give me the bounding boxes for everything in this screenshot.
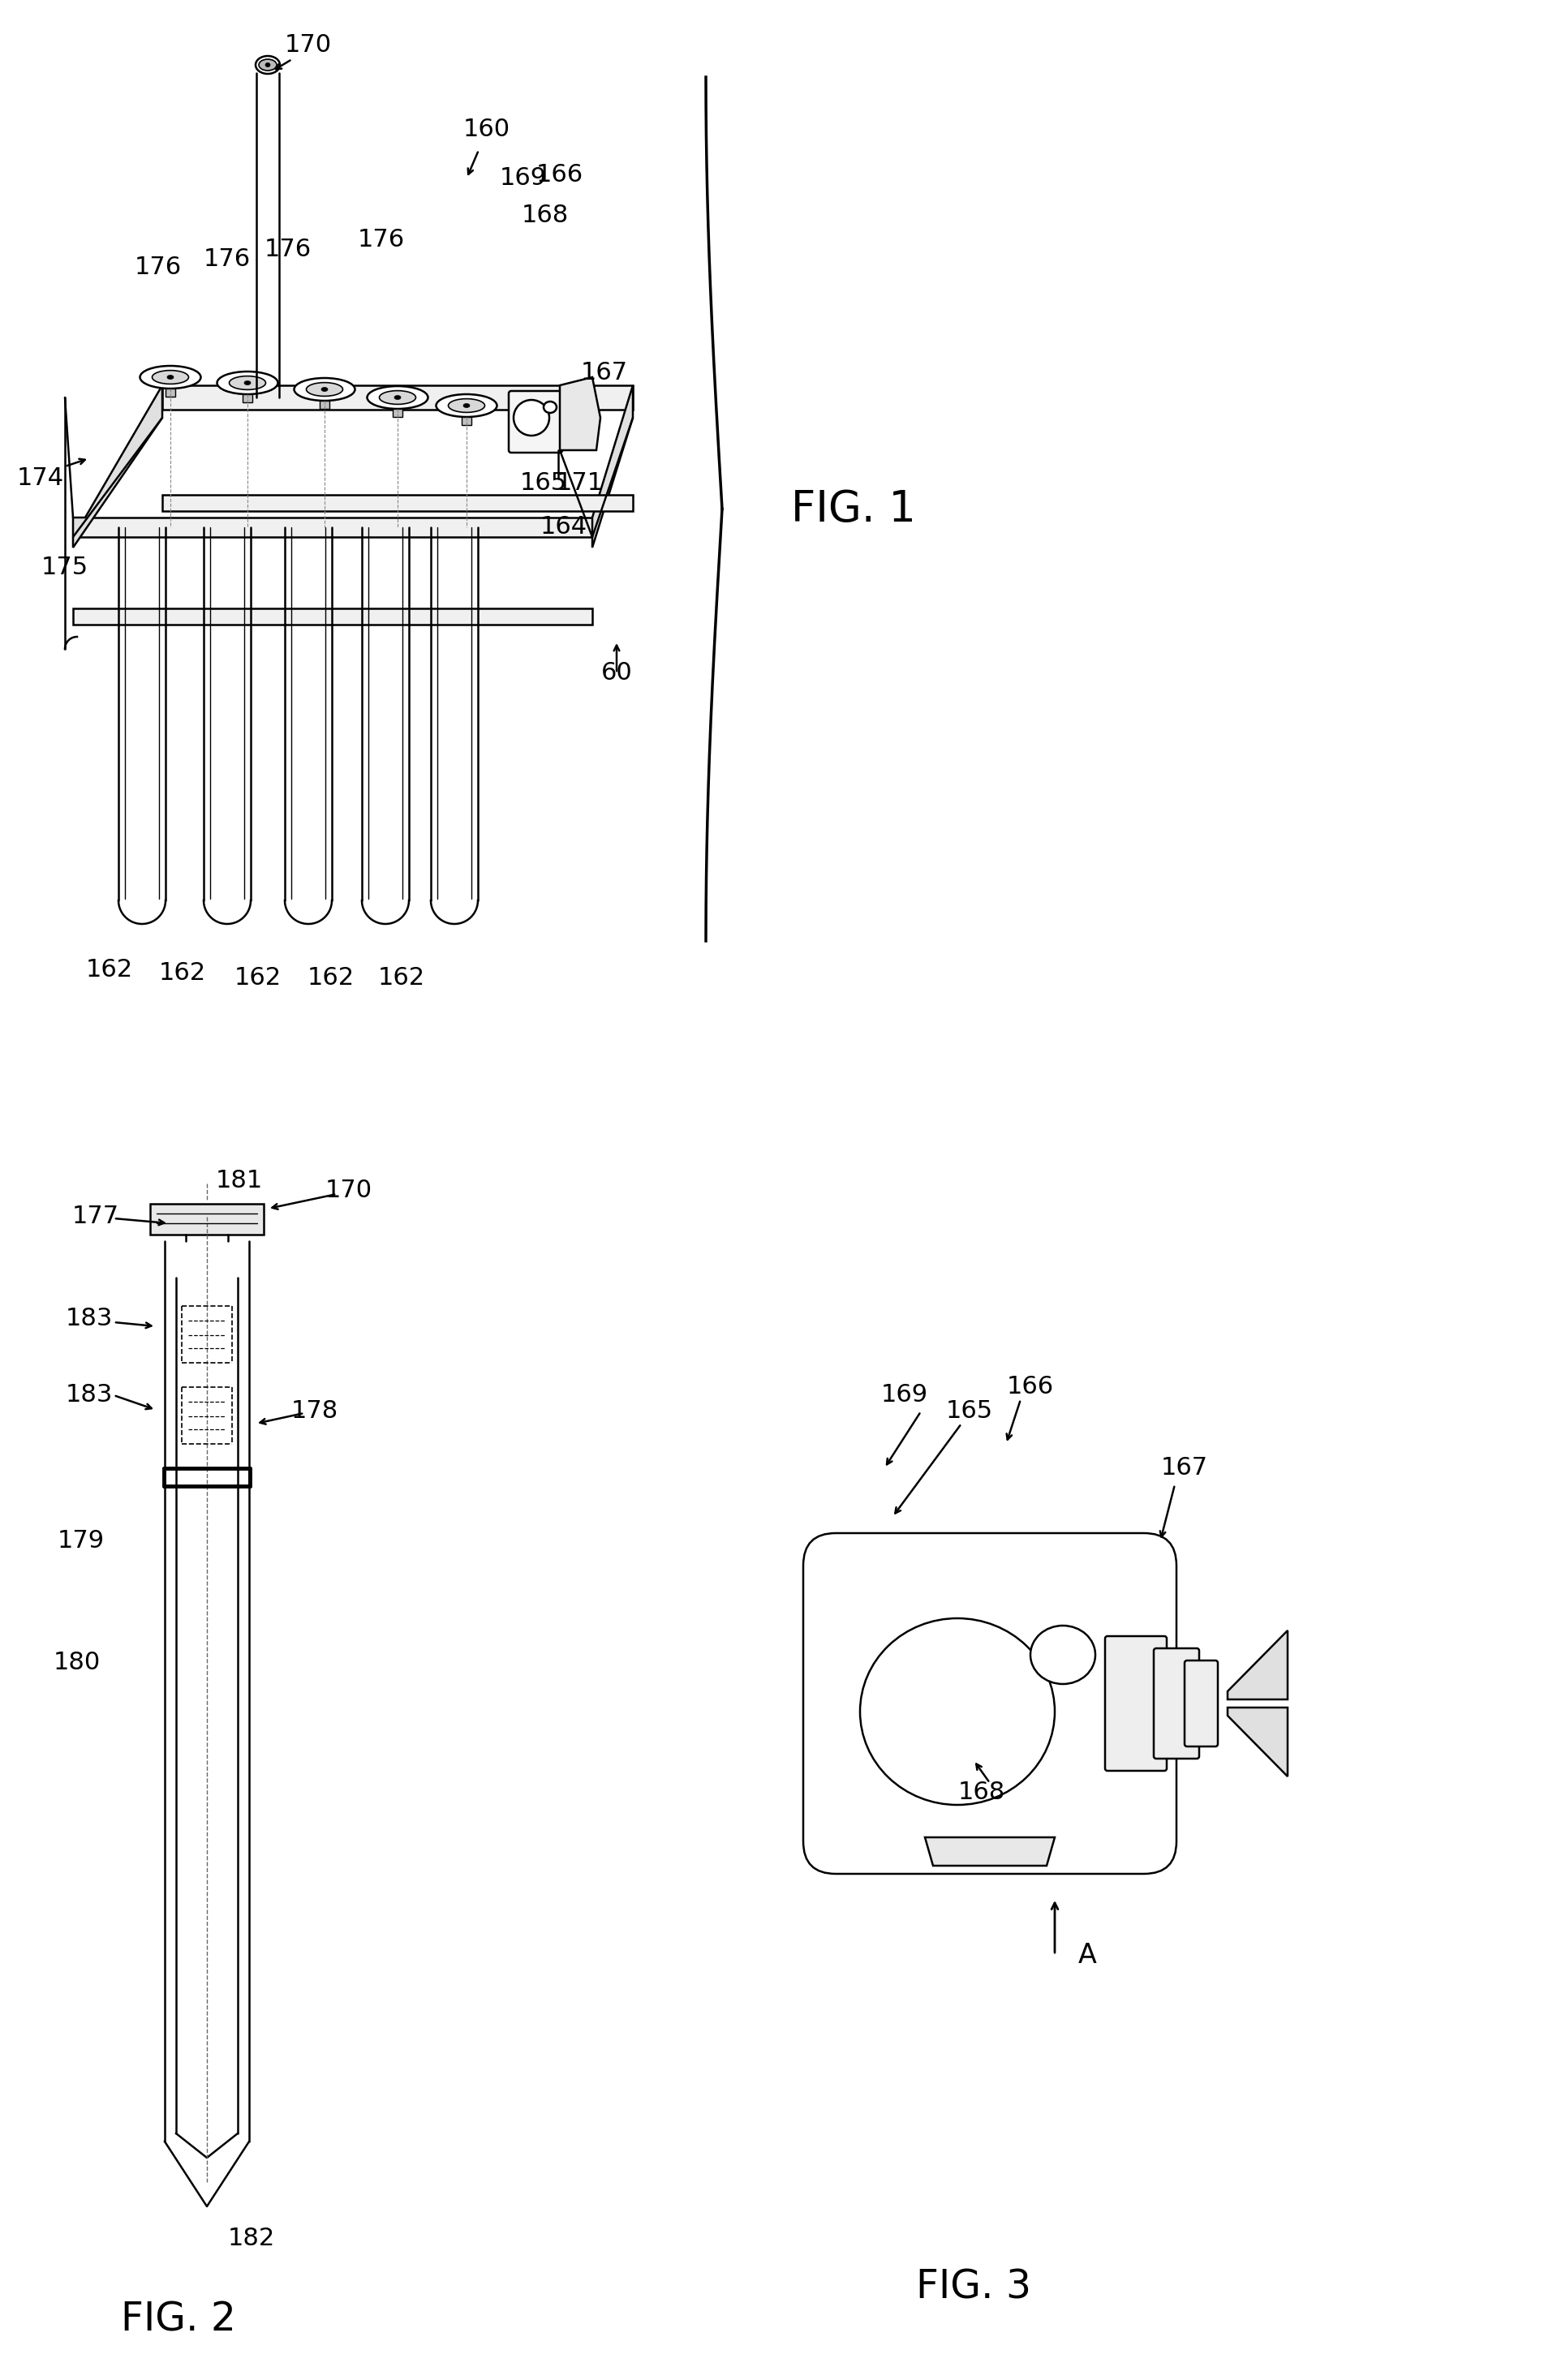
Ellipse shape	[167, 376, 173, 378]
Ellipse shape	[321, 388, 327, 390]
Text: 182: 182	[229, 2228, 275, 2251]
Text: 176: 176	[204, 248, 250, 271]
FancyBboxPatch shape	[1106, 1635, 1167, 1771]
Text: 160: 160	[463, 119, 511, 140]
Text: 170: 170	[284, 33, 332, 57]
Ellipse shape	[448, 400, 485, 412]
Text: 174: 174	[17, 466, 65, 490]
Ellipse shape	[244, 381, 250, 386]
Bar	[320, 400, 329, 409]
Ellipse shape	[293, 378, 355, 400]
Ellipse shape	[860, 1618, 1055, 1804]
Ellipse shape	[367, 386, 428, 409]
Text: 183: 183	[65, 1383, 113, 1407]
Text: A: A	[1078, 1942, 1096, 1968]
FancyBboxPatch shape	[1153, 1649, 1200, 1759]
Text: 162: 162	[378, 966, 425, 990]
Text: 177: 177	[73, 1204, 119, 1228]
Text: FIG. 2: FIG. 2	[120, 2301, 236, 2340]
Text: 162: 162	[307, 966, 355, 990]
Text: 181: 181	[216, 1169, 262, 1192]
Text: 164: 164	[540, 516, 587, 538]
Text: 167: 167	[581, 362, 628, 386]
Text: 168: 168	[522, 202, 568, 226]
Text: 176: 176	[134, 257, 182, 278]
Ellipse shape	[153, 371, 188, 383]
Text: 169: 169	[882, 1383, 928, 1407]
Ellipse shape	[266, 62, 270, 67]
Text: 176: 176	[264, 238, 312, 262]
Text: 162: 162	[159, 962, 207, 985]
Text: 183: 183	[65, 1307, 113, 1330]
Text: 171: 171	[556, 471, 604, 495]
Text: 162: 162	[86, 957, 133, 981]
Ellipse shape	[306, 383, 343, 395]
Polygon shape	[162, 495, 633, 512]
Ellipse shape	[256, 57, 279, 74]
Ellipse shape	[229, 376, 266, 390]
Text: 162: 162	[235, 966, 281, 990]
Text: 175: 175	[42, 557, 88, 581]
Bar	[392, 409, 403, 416]
Bar	[242, 395, 252, 402]
Text: 169: 169	[500, 167, 547, 190]
Text: FIG. 3: FIG. 3	[916, 2268, 1031, 2306]
Ellipse shape	[1030, 1626, 1095, 1685]
Text: 179: 179	[57, 1530, 105, 1554]
Ellipse shape	[543, 402, 556, 412]
Bar	[165, 388, 176, 397]
Text: 170: 170	[326, 1178, 372, 1202]
Polygon shape	[593, 386, 633, 547]
Ellipse shape	[463, 405, 469, 407]
Ellipse shape	[435, 395, 497, 416]
Text: 165: 165	[520, 471, 567, 495]
Bar	[462, 416, 471, 426]
Polygon shape	[925, 1837, 1055, 1866]
Text: 167: 167	[1161, 1457, 1207, 1480]
Ellipse shape	[394, 395, 401, 400]
Polygon shape	[1227, 1630, 1288, 1699]
Text: 165: 165	[946, 1399, 993, 1423]
Ellipse shape	[380, 390, 415, 405]
FancyBboxPatch shape	[1184, 1661, 1218, 1747]
Bar	[150, 1204, 264, 1235]
FancyBboxPatch shape	[803, 1533, 1177, 1873]
Text: FIG. 1: FIG. 1	[791, 488, 916, 531]
Polygon shape	[162, 386, 633, 409]
Text: 168: 168	[959, 1780, 1005, 1804]
Text: 176: 176	[358, 228, 405, 250]
Text: 166: 166	[536, 162, 584, 186]
Text: 178: 178	[292, 1399, 338, 1423]
Ellipse shape	[141, 367, 201, 388]
Text: 166: 166	[1007, 1376, 1055, 1399]
Ellipse shape	[218, 371, 278, 395]
Polygon shape	[1227, 1706, 1288, 1775]
Polygon shape	[73, 609, 593, 624]
Text: 180: 180	[54, 1652, 100, 1676]
Polygon shape	[73, 516, 593, 538]
Polygon shape	[73, 386, 162, 547]
FancyBboxPatch shape	[508, 390, 562, 452]
Polygon shape	[560, 376, 601, 450]
Text: 60: 60	[601, 662, 633, 685]
Ellipse shape	[259, 60, 276, 71]
Ellipse shape	[514, 400, 550, 436]
